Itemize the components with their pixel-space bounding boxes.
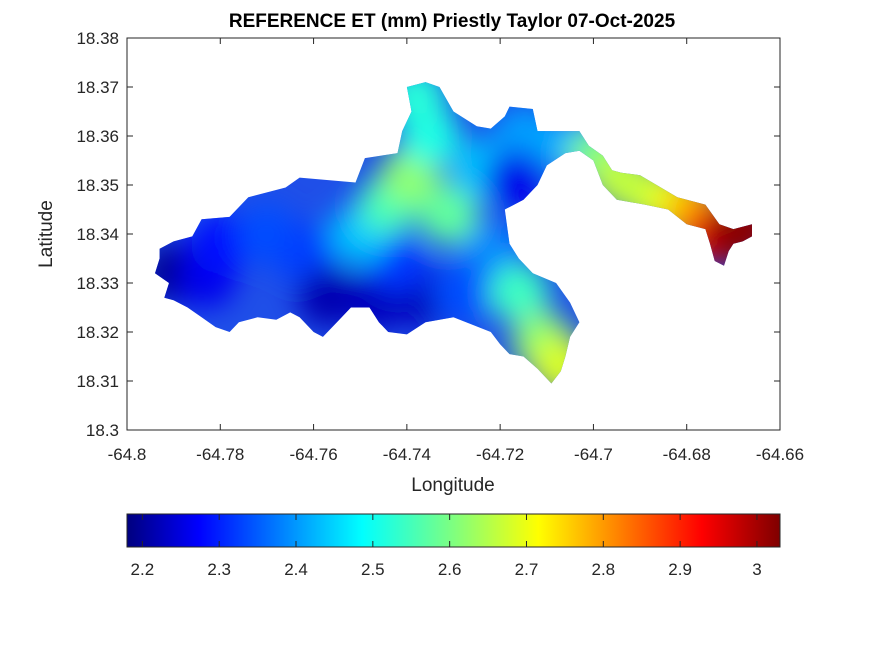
colorbar — [126, 513, 781, 548]
x-tick-label: -64.76 — [289, 445, 337, 464]
field-sample — [190, 213, 251, 274]
colorbar-tick-label: 2.4 — [284, 560, 308, 579]
x-tick-label: -64.7 — [574, 445, 613, 464]
y-axis: 18.3 18.31 18.32 18.33 18.34 18.35 18.36 18.37 1… — [76, 29, 780, 440]
colorbar-tick-label: 2.7 — [515, 560, 539, 579]
y-axis-label: Latitude — [36, 200, 57, 268]
colorbar-tick-label: 2.2 — [131, 560, 155, 579]
y-tick-label: 18.34 — [76, 225, 119, 244]
x-axis: -64.8 -64.78 -64.76 -64.74 -64.72 -64.7 -64.68… — [108, 38, 804, 464]
y-tick-label: 18.36 — [76, 127, 119, 146]
colorbar-ticks: 2.2 2.3 2.4 2.5 2.6 2.7 2.8 2.9 3 — [131, 514, 762, 579]
field-sample — [297, 267, 358, 328]
x-tick-label: -64.74 — [383, 445, 431, 464]
colorbar-tick-label: 2.6 — [438, 560, 462, 579]
colorbar-tick-label: 2.8 — [591, 560, 615, 579]
y-tick-label: 18.38 — [76, 29, 119, 48]
chart-title: REFERENCE ET (mm) Priestly Taylor 07-Oct… — [229, 11, 676, 32]
y-tick-label: 18.37 — [76, 78, 119, 97]
y-tick-label: 18.33 — [76, 274, 119, 293]
field-sample — [432, 262, 493, 323]
field-sample — [488, 262, 549, 323]
x-axis-label: Longitude — [411, 475, 494, 496]
colorbar-tick-label: 2.5 — [361, 560, 385, 579]
colorbar-tick-label: 2.3 — [207, 560, 231, 579]
y-tick-label: 18.32 — [76, 323, 119, 342]
y-tick-label: 18.31 — [76, 372, 119, 391]
y-tick-label: 18.3 — [86, 421, 119, 440]
colorbar-tick-label: 2.9 — [668, 560, 692, 579]
x-tick-label: -64.78 — [196, 445, 244, 464]
field-sample — [418, 184, 479, 245]
x-tick-label: -64.68 — [663, 445, 711, 464]
field-sample — [274, 223, 335, 284]
x-tick-label: -64.72 — [476, 445, 524, 464]
x-tick-label: -64.8 — [108, 445, 147, 464]
colorbar-tick-label: 3 — [752, 560, 761, 579]
x-tick-label: -64.66 — [756, 445, 804, 464]
y-tick-label: 18.35 — [76, 176, 119, 195]
